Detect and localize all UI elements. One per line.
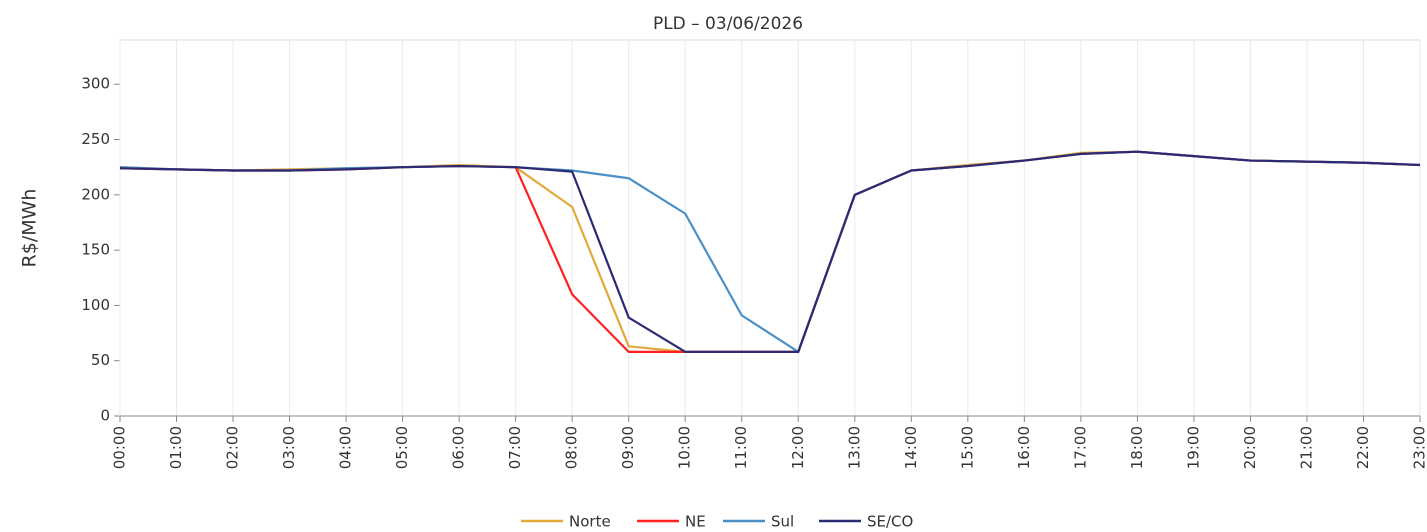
- chart-title: PLD – 03/06/2026: [653, 14, 803, 34]
- x-tick-label: 03:00: [280, 426, 298, 469]
- y-tick-label: 50: [91, 351, 110, 369]
- x-tick-label: 12:00: [789, 426, 807, 469]
- y-tick-label: 100: [81, 296, 110, 314]
- x-tick-label: 08:00: [563, 426, 581, 469]
- legend-label: Sul: [771, 513, 794, 531]
- x-tick-label: 19:00: [1184, 426, 1202, 469]
- x-tick-label: 16:00: [1015, 426, 1033, 469]
- plot-frame: [119, 39, 1421, 417]
- line-series: [119, 150, 1421, 353]
- x-tick-label: 22:00: [1354, 426, 1372, 469]
- x-tick-label: 14:00: [902, 426, 920, 469]
- y-tick-label: 150: [81, 241, 110, 259]
- x-tick-label: 10:00: [676, 426, 694, 469]
- line-series: [119, 150, 1421, 353]
- x-tick-label: 11:00: [732, 426, 750, 469]
- x-tick-label: 20:00: [1241, 426, 1259, 469]
- x-tick-label: 04:00: [337, 426, 355, 469]
- y-tick-label: 250: [81, 130, 110, 148]
- x-tick-label: 07:00: [506, 426, 524, 469]
- y-tick-label: 0: [100, 407, 110, 425]
- x-tick-label: 13:00: [845, 426, 863, 469]
- x-tick-label: 02:00: [224, 426, 242, 469]
- y-tick-label: 300: [81, 75, 110, 93]
- x-tick-label: 01:00: [167, 426, 185, 469]
- x-tick-label: 15:00: [958, 426, 976, 469]
- line-series: [119, 150, 1421, 353]
- x-tick-label: 09:00: [619, 426, 637, 469]
- legend-label: Norte: [569, 513, 611, 531]
- x-tick-label: 06:00: [450, 426, 468, 469]
- x-tick-label: 23:00: [1411, 426, 1427, 469]
- x-tick-label: 17:00: [1071, 426, 1089, 469]
- legend-label: NE: [685, 513, 706, 531]
- x-tick-label: 00:00: [111, 426, 129, 469]
- x-tick-label: 21:00: [1297, 426, 1315, 469]
- y-axis-label: R$/MWh: [19, 189, 41, 268]
- y-tick-label: 200: [81, 185, 110, 203]
- x-tick-label: 18:00: [1128, 426, 1146, 469]
- x-tick-label: 05:00: [393, 426, 411, 469]
- legend-label: SE/CO: [867, 513, 913, 531]
- line-series: [119, 150, 1421, 353]
